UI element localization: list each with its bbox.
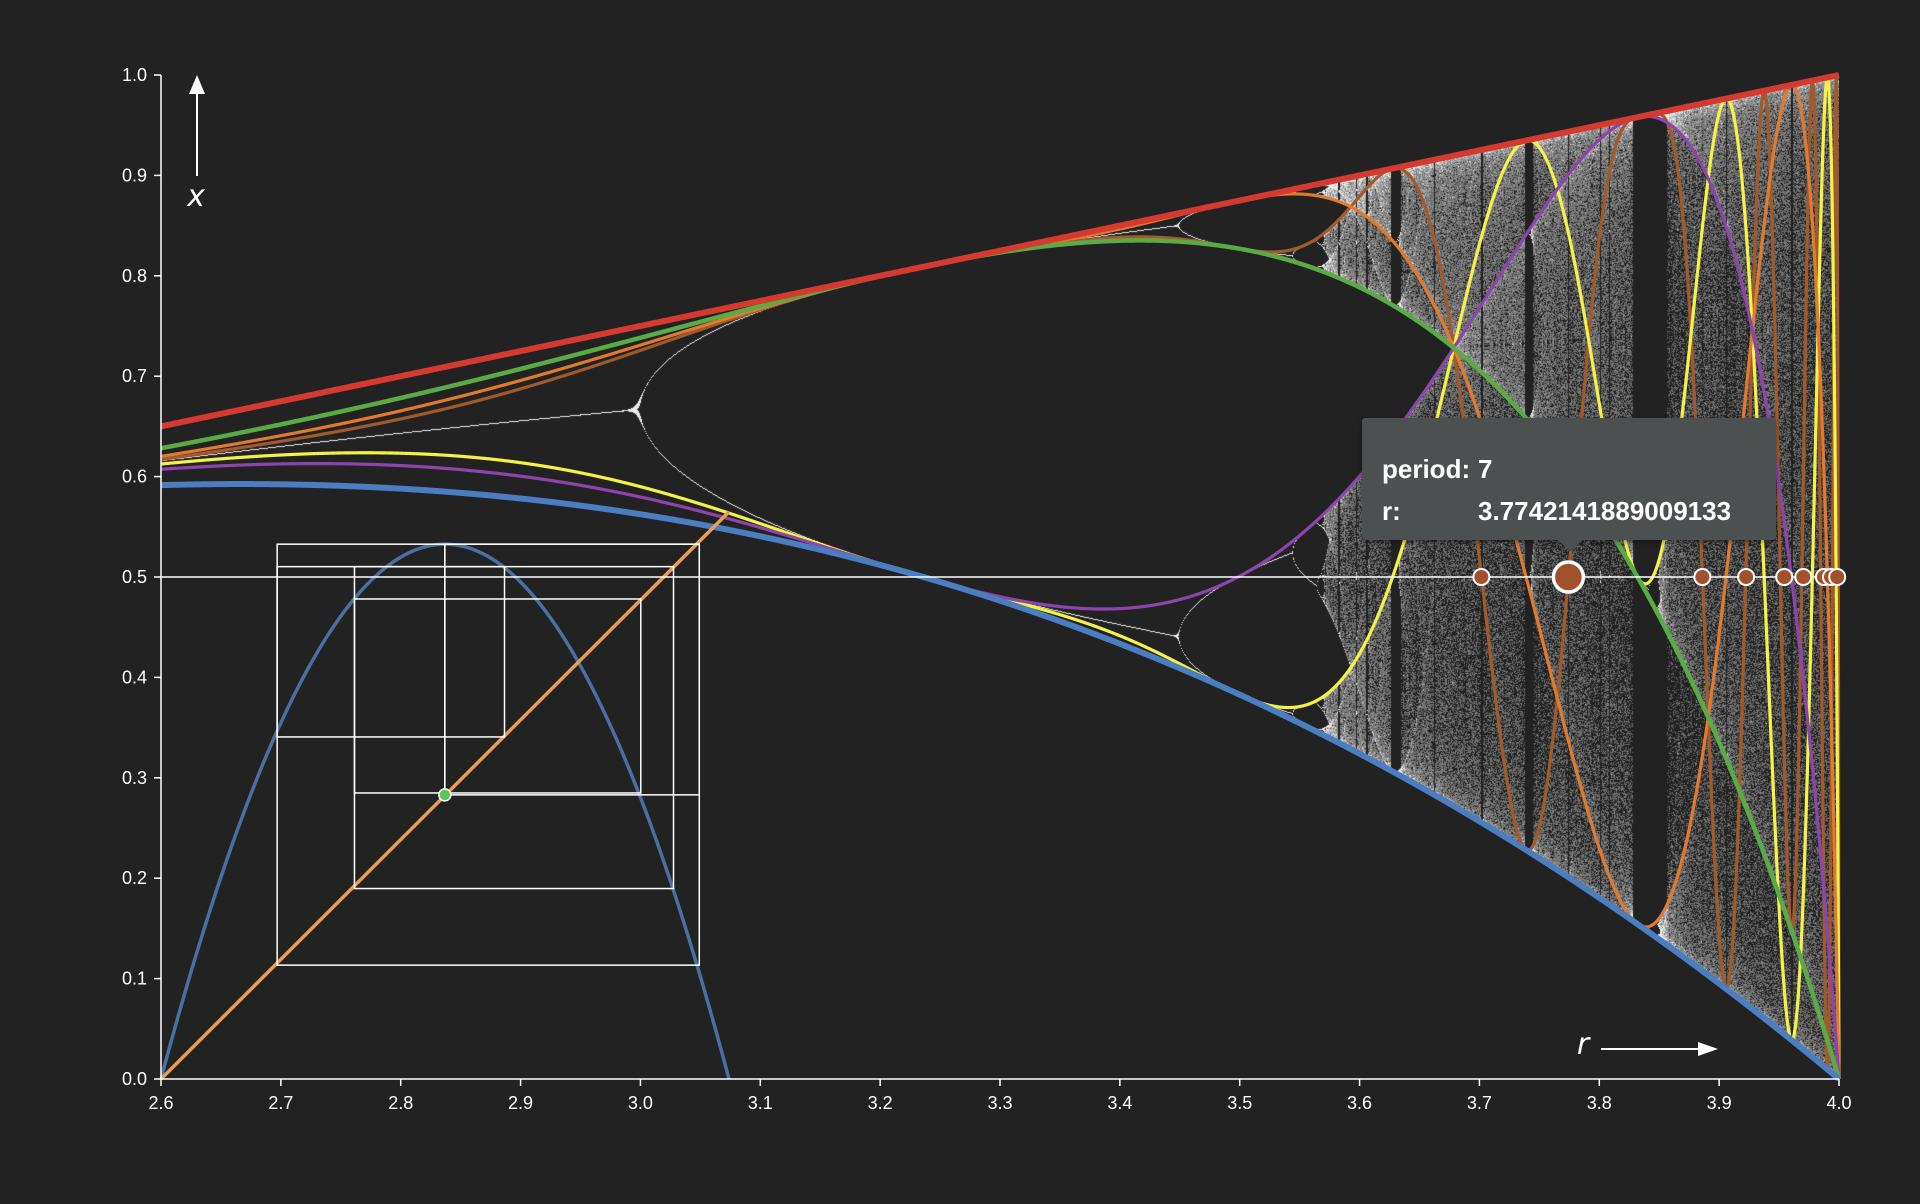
x-tick-label: 2.8 [388, 1093, 413, 1113]
y-tick-label: 0.6 [122, 467, 147, 487]
superstable-point [1737, 568, 1756, 586]
period-tooltip: period: 7 r: 3.7742141889009133 [1362, 418, 1776, 552]
highlighted-superstable-point [1551, 560, 1586, 594]
x-tick-label: 3.3 [987, 1093, 1012, 1113]
superstable-point [1693, 568, 1712, 586]
y-arrow-head [189, 75, 205, 94]
y-tick-label: 0.2 [122, 868, 147, 888]
x-tick-label: 3.0 [628, 1093, 653, 1113]
iterate-curve-2 [158, 481, 1842, 1082]
superstable-point [1472, 568, 1491, 586]
iterate-curves [158, 72, 1842, 1082]
x-tick-label: 2.9 [508, 1093, 533, 1113]
tooltip-period-value: 7 [1478, 454, 1493, 484]
x-tick-label: 3.7 [1467, 1093, 1492, 1113]
x-tick-label: 3.1 [748, 1093, 773, 1113]
y-tick-label: 0.4 [122, 667, 147, 687]
x-tick-label: 3.5 [1227, 1093, 1252, 1113]
y-tick-label: 0.3 [122, 768, 147, 788]
tooltip-period-row: period: 7 [1382, 454, 1492, 485]
x-tick-label: 3.9 [1707, 1093, 1732, 1113]
x-arrow-head [1698, 1042, 1718, 1056]
y-tick-label: 1.0 [122, 65, 147, 85]
x-tick-label: 2.7 [268, 1093, 293, 1113]
tooltip-r-value: 3.7742141889009133 [1478, 496, 1732, 526]
x-tick-label: 3.2 [868, 1093, 893, 1113]
x-tick-label: 4.0 [1826, 1093, 1851, 1113]
superstable-points [1472, 560, 1847, 594]
y-tick-label: 0.5 [122, 567, 147, 587]
iterate-curve-4 [159, 114, 1841, 1080]
superstable-point [1794, 568, 1813, 586]
superstable-point [1775, 568, 1794, 586]
cobweb-rect-2 [353, 598, 642, 794]
x-tick-label: 3.8 [1587, 1093, 1612, 1113]
y-tick-label: 0.9 [122, 165, 147, 185]
x-tick-label: 3.6 [1347, 1093, 1372, 1113]
superstable-point [1828, 568, 1847, 586]
y-tick-label: 0.8 [122, 266, 147, 286]
tooltip-r-row: r: 3.7742141889009133 [1382, 496, 1731, 527]
axes: 2.6 2.7 2.8 2.9 3.0 3.1 3.2 3.3 3.4 3.5 3.6 3.7 3.8 3… [122, 65, 1852, 1113]
y-tick-label: 0.0 [122, 1069, 147, 1089]
y-tick-label: 0.7 [122, 366, 147, 386]
x-axis-title: r [1577, 1027, 1591, 1062]
fixed-point-dot [438, 788, 452, 802]
tooltip-r-label: r: [1382, 496, 1401, 526]
tooltip-period-label: period: [1382, 454, 1471, 484]
cobweb-rect-3 [276, 565, 506, 738]
iterate-curve-1 [158, 72, 1842, 430]
x-tick-label: 2.6 [148, 1093, 173, 1113]
y-axis-title: x [186, 179, 205, 214]
y-tick-label: 0.1 [122, 969, 147, 989]
axis-names: xr [186, 75, 1718, 1062]
cobweb-inset [159, 510, 731, 1081]
x-tick-label: 3.4 [1107, 1093, 1132, 1113]
